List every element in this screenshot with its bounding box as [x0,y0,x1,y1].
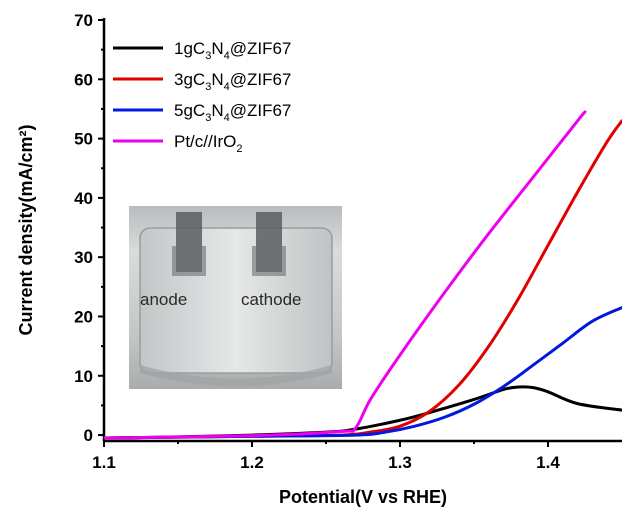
series-group [104,110,622,440]
series-line-4 [104,110,587,440]
y-tick-label: 20 [74,307,93,326]
x-tick-label: 1.1 [92,453,116,472]
x-tick-label: 1.3 [388,453,412,472]
x-tick-label: 1.2 [240,453,264,472]
legend-label: 3gC3N4@ZIF67 [174,70,291,93]
inset-photo: anode cathode [129,206,342,389]
y-tick-label: 60 [74,70,93,89]
inset-label-cathode: cathode [241,290,302,309]
y-tick-label: 30 [74,248,93,267]
y-axis-title: Current density(mA/cm²) [16,124,36,335]
x-axis-title: Potential(V vs RHE) [279,487,447,507]
ticks: 1.1 1.2 1.3 1.4 0 10 20 30 40 50 60 70 [74,11,560,472]
axes [102,18,622,443]
legend-label: 5gC3N4@ZIF67 [174,101,291,124]
legend: 1gC3N4@ZIF67 3gC3N4@ZIF67 5gC3N4@ZIF67 Pt/c… [113,39,291,155]
legend-label: 1gC3N4@ZIF67 [174,39,291,62]
x-tick-label: 1.4 [536,453,560,472]
inset-label-anode: anode [140,290,187,309]
y-tick-label: 70 [74,11,93,30]
legend-label: Pt/c//IrO2 [174,132,242,155]
y-tick-label: 0 [84,426,93,445]
series-line-3 [104,306,622,440]
y-tick-label: 50 [74,130,93,149]
y-tick-label: 40 [74,189,93,208]
y-tick-label: 10 [74,367,93,386]
